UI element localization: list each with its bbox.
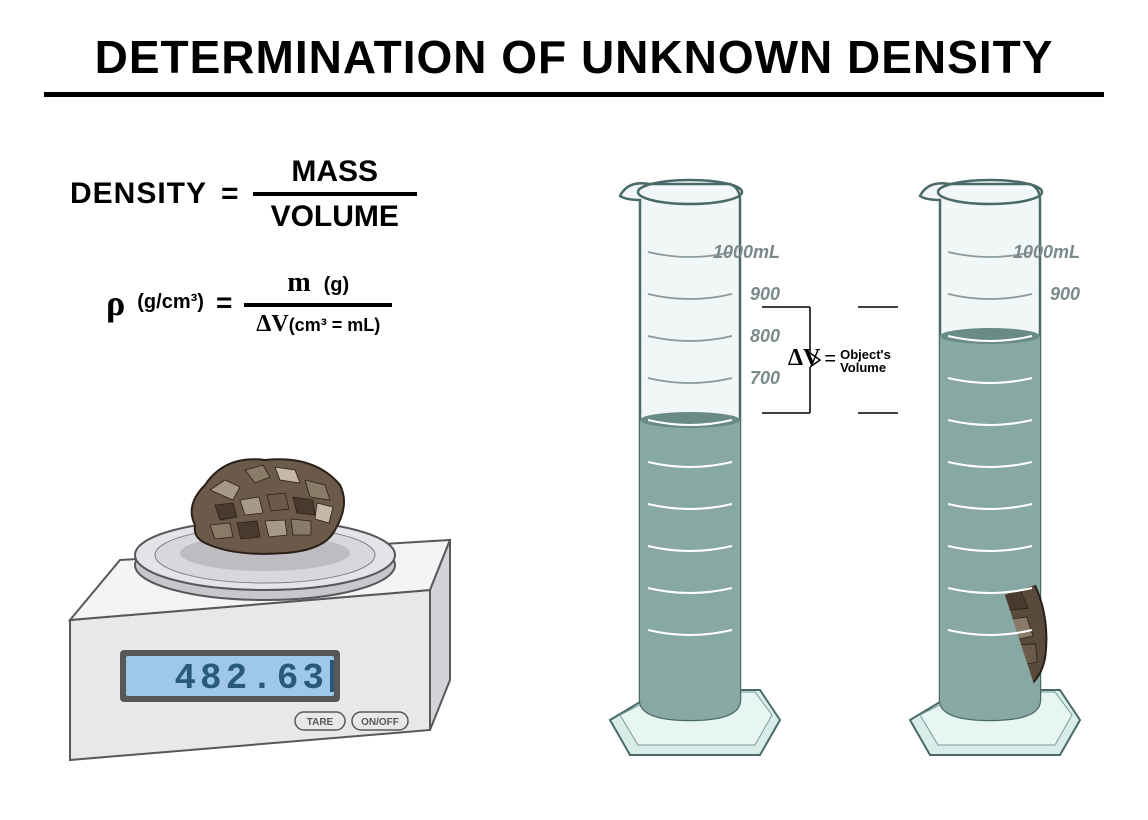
svg-text:TARE: TARE [307,717,334,728]
graduation-label: 1000mL [713,242,780,263]
graduation-label: 500 [1050,452,1080,473]
svg-text:ON/OFF: ON/OFF [361,717,399,728]
graduation-label: 100 [1050,620,1080,641]
dv-symbol: ΔV [256,311,288,337]
equals-sign: = [221,177,239,211]
equals-sign: = [216,287,232,319]
m-unit: (g) [324,274,350,296]
graduation-label: 400 [750,494,780,515]
graduation-label: 200 [750,578,780,599]
formula-numerator: MASS [273,155,396,192]
graduation-label: 500 [750,452,780,473]
equals-sign: = [824,348,836,370]
formula-denominator: VOLUME [253,192,417,233]
delta-v-text: Object'sVolume [840,348,891,374]
rho-unit: (g/cm³) [137,291,204,314]
dv-unit: (cm³ = mL) [289,315,381,335]
svg-text:482.63: 482.63 [174,658,328,699]
graduation-label: 900 [1050,284,1080,305]
graduation-label: 600 [1050,410,1080,431]
graduation-label: 100 [750,620,780,641]
graduation-label: 400 [1050,494,1080,515]
rock-on-scale [180,459,350,571]
scale-display: 482.63 [120,650,340,702]
graduation-label: 200 [1050,578,1080,599]
graduation-label: 900 [750,284,780,305]
rho-symbol: ρ [106,282,125,324]
formula-lhs: DENSITY [70,177,207,211]
delta-v-label: ΔV=Object'sVolume [788,345,908,374]
graduation-label: 300 [750,536,780,557]
m-symbol: m [287,267,310,298]
graduation-label: 300 [1050,536,1080,557]
density-symbol-formula: ρ (g/cm³) = m (g) ΔV(cm³ = mL) [70,267,510,339]
graduation-label: 700 [1050,368,1080,389]
digital-scale: 482.63 TARE ON/OFF [40,380,460,780]
graduated-cylinder-before: 1000mL900800700600500400300200100 [570,140,810,780]
formula-fraction: MASS VOLUME [253,155,417,233]
delta-v-symbol: ΔV [788,345,820,371]
graduated-cylinder-after: 1000mL 900 800 700 600 500 400 300 200 100 [870,140,1110,780]
formula-block: DENSITY = MASS VOLUME ρ (g/cm³) = m (g) … [70,155,510,339]
graduation-label: 1000mL [1013,242,1080,263]
density-word-formula: DENSITY = MASS VOLUME [70,155,510,233]
graduation-label: 800 [1050,326,1080,347]
symbol-fraction: m (g) ΔV(cm³ = mL) [244,267,392,339]
water-level-after [940,328,1040,720]
page-title: DETERMINATION OF UNKNOWN DENSITY [44,30,1104,97]
water-level-before [640,412,740,720]
volume-symbol: ΔV(cm³ = mL) [244,303,392,339]
mass-symbol: m (g) [275,267,361,303]
